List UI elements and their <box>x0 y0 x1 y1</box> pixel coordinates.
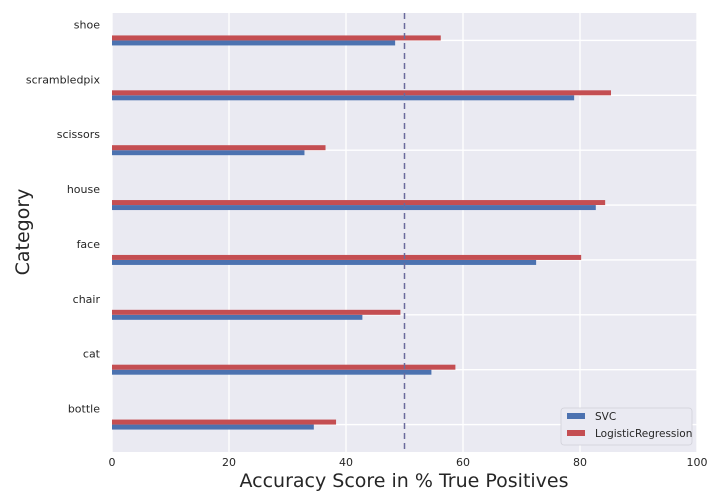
y-tick-labels: bottle cat chair face house scissors scrambled… <box>26 18 101 415</box>
x-tick-labels: 0 20 40 60 80 100 <box>109 456 708 469</box>
bar-logisticregression-face <box>112 254 582 260</box>
y-tick-label-cat: cat <box>83 348 101 361</box>
x-tick-label-100: 100 <box>687 456 708 469</box>
bar-svc-face <box>112 259 537 265</box>
bar-logisticregression-scissors <box>112 145 326 151</box>
legend-swatch-logisticregression <box>567 430 585 436</box>
y-tick-label-chair: chair <box>73 293 101 306</box>
legend-label-logisticregression: LogisticRegression <box>595 428 692 440</box>
bar-logisticregression-scrambledpix <box>112 90 612 96</box>
y-tick-label-face: face <box>77 238 101 251</box>
legend-label-svc: SVC <box>595 411 616 423</box>
bar-svc-cat <box>112 369 432 375</box>
y-tick-label-house: house <box>67 183 100 196</box>
bar-logisticregression-bottle <box>112 419 337 425</box>
x-tick-label-20: 20 <box>222 456 236 469</box>
y-tick-label-shoe: shoe <box>74 18 100 31</box>
bar-svc-scrambledpix <box>112 95 575 101</box>
y-tick-label-scissors: scissors <box>57 128 101 141</box>
x-tick-label-60: 60 <box>456 456 470 469</box>
bar-logisticregression-chair <box>112 309 401 315</box>
x-tick-label-80: 80 <box>573 456 587 469</box>
legend-box <box>560 407 693 446</box>
x-axis-title: Accuracy Score in % True Positives <box>239 470 568 492</box>
x-tick-label-0: 0 <box>109 456 116 469</box>
bars <box>112 35 612 430</box>
bar-svc-scissors <box>112 150 305 156</box>
y-tick-label-bottle: bottle <box>68 403 100 416</box>
x-tick-label-40: 40 <box>339 456 353 469</box>
y-axis-title: Category <box>12 189 34 276</box>
bar-svc-bottle <box>112 424 314 430</box>
bar-logisticregression-shoe <box>112 35 441 41</box>
bar-svc-chair <box>112 314 363 320</box>
bar-svc-shoe <box>112 40 396 46</box>
legend: SVC LogisticRegression <box>560 407 693 446</box>
y-tick-label-scrambledpix: scrambledpix <box>26 73 101 86</box>
bar-svc-house <box>112 205 596 211</box>
bar-logisticregression-cat <box>112 364 456 370</box>
legend-swatch-svc <box>567 413 585 419</box>
bar-logisticregression-house <box>112 200 606 206</box>
